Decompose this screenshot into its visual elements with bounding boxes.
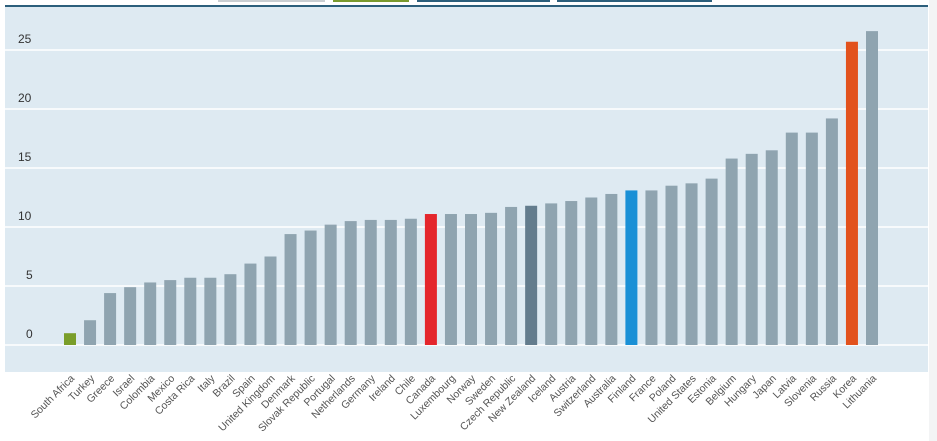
bar-costa-rica[interactable] [184,277,197,345]
bar-sweden[interactable] [485,212,498,345]
bar-new-zealand[interactable] [525,205,538,345]
y-tick-label: 25 [18,32,32,46]
bar-estonia[interactable] [705,178,718,345]
bar-netherlands[interactable] [344,221,357,345]
bar-norway[interactable] [465,214,477,345]
bar-united-kingdom[interactable] [264,256,277,346]
bar-austria[interactable] [565,201,578,345]
bar-south-africa[interactable] [64,333,76,345]
bar-denmark[interactable] [284,234,297,345]
bar-germany[interactable] [364,219,377,345]
tab-1[interactable] [218,0,325,2]
bar-australia[interactable] [605,193,618,345]
bar-switzerland[interactable] [585,197,598,346]
tab-4[interactable] [557,0,712,2]
scrollbar-track[interactable] [929,0,937,441]
y-tick-label: 20 [18,91,32,105]
y-tick-label: 10 [18,209,32,223]
bar-lithuania[interactable] [866,31,878,346]
y-tick-label: 15 [18,150,32,164]
bar-belgium[interactable] [725,158,738,345]
bar-mexico[interactable] [164,280,177,345]
bar-korea[interactable] [845,41,858,346]
bar-latvia[interactable] [785,132,798,345]
bar-chile[interactable] [404,218,417,345]
x-axis-labels: South AfricaTurkeyGreeceIsraelColombiaMe… [29,372,880,434]
bar-luxembourg[interactable] [444,214,457,345]
bar-italy[interactable] [204,277,217,345]
bar-france[interactable] [645,190,658,345]
bar-united-states[interactable] [685,183,698,345]
y-tick-label: 5 [26,268,33,282]
bar-brazil[interactable] [224,274,237,345]
tab-2[interactable] [333,0,409,2]
chart-tabs [0,0,937,4]
bar-colombia[interactable] [144,282,157,345]
bar-japan[interactable] [765,150,778,345]
bar-israel[interactable] [124,287,137,345]
bar-spain[interactable] [244,263,257,345]
bar-poland[interactable] [665,185,678,345]
bar-turkey[interactable] [84,320,97,345]
bar-iceland[interactable] [545,203,558,345]
bar-hungary[interactable] [745,153,758,345]
bar-canada[interactable] [424,214,437,345]
bar-portugal[interactable] [324,224,337,345]
bar-russia[interactable] [825,118,838,345]
bar-greece[interactable] [104,293,117,345]
bar-slovak-republic[interactable] [304,230,317,345]
bar-ireland[interactable] [384,219,397,345]
bar-finland[interactable] [625,190,638,345]
bar-slovenia[interactable] [805,132,818,345]
bar-czech-republic[interactable] [505,206,518,345]
bars [64,31,878,346]
y-axis-ticks: 0 5 10 15 20 25 [18,32,33,341]
y-tick-label: 0 [26,327,33,341]
tab-3[interactable] [417,0,550,2]
